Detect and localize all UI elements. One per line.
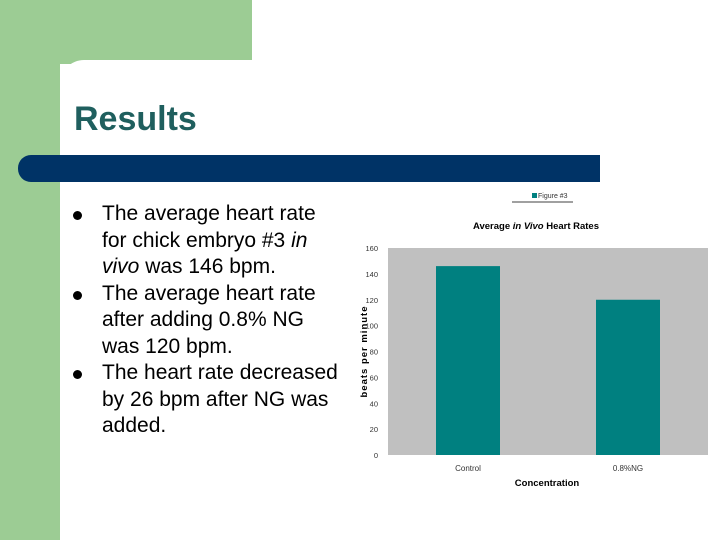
y-tick-label: 160 xyxy=(365,244,378,253)
y-tick-label: 120 xyxy=(365,296,378,305)
bar xyxy=(596,299,660,455)
bullet-item: The heart rate decreased by 26 bpm after… xyxy=(72,360,342,440)
y-tick-label: 100 xyxy=(365,322,378,331)
title-underline-bar xyxy=(18,155,600,182)
bullet-dot-icon xyxy=(73,370,82,379)
x-axis-ticks: Control 0.8%NG xyxy=(455,464,643,473)
chart-legend: Figure #3 xyxy=(512,193,573,203)
legend-label: Figure #3 xyxy=(538,193,568,200)
bullet-text: The average heart rate for chick embryo … xyxy=(102,202,316,252)
y-tick-label: 0 xyxy=(374,451,378,460)
bullet-text-end: was 146 bpm. xyxy=(139,255,276,278)
chart-title: Average in Vivo Heart Rates xyxy=(473,221,599,232)
bullet-emphasis: in vivo xyxy=(102,228,308,279)
x-tick-label: 0.8%NG xyxy=(613,464,643,473)
bullet-item: The average heart rate for chick embryo … xyxy=(72,201,342,281)
y-tick-label: 60 xyxy=(370,373,378,382)
y-axis-ticks: 0 20 40 60 80 100 120 140 160 xyxy=(365,244,378,460)
bullet-dot-icon xyxy=(73,290,82,300)
decorative-green-sidebar xyxy=(0,0,60,540)
slide-title: Results xyxy=(74,100,197,138)
y-tick-label: 80 xyxy=(370,348,378,357)
bar xyxy=(436,266,500,455)
bars xyxy=(436,266,660,455)
x-tick-label: Control xyxy=(455,464,481,473)
bullet-item: The average heart rate after adding 0.8%… xyxy=(72,281,342,361)
x-axis-label: Concentration xyxy=(515,478,580,489)
legend-swatch xyxy=(532,193,537,198)
y-tick-label: 40 xyxy=(370,399,378,408)
bullet-list: The average heart rate for chick embryo … xyxy=(72,201,342,440)
y-axis-label: beats per minute xyxy=(359,305,370,397)
bullet-text: The heart rate decreased by 26 bpm after… xyxy=(102,361,338,437)
y-tick-label: 140 xyxy=(365,270,378,279)
bullet-text: The average heart rate after adding 0.8%… xyxy=(102,281,316,358)
bullet-dot-icon xyxy=(73,211,82,220)
y-tick-label: 20 xyxy=(370,425,378,434)
chart-svg: Figure #3 Average in Vivo Heart Rates be… xyxy=(359,193,708,489)
heart-rate-chart: Figure #3 Average in Vivo Heart Rates be… xyxy=(340,188,716,496)
